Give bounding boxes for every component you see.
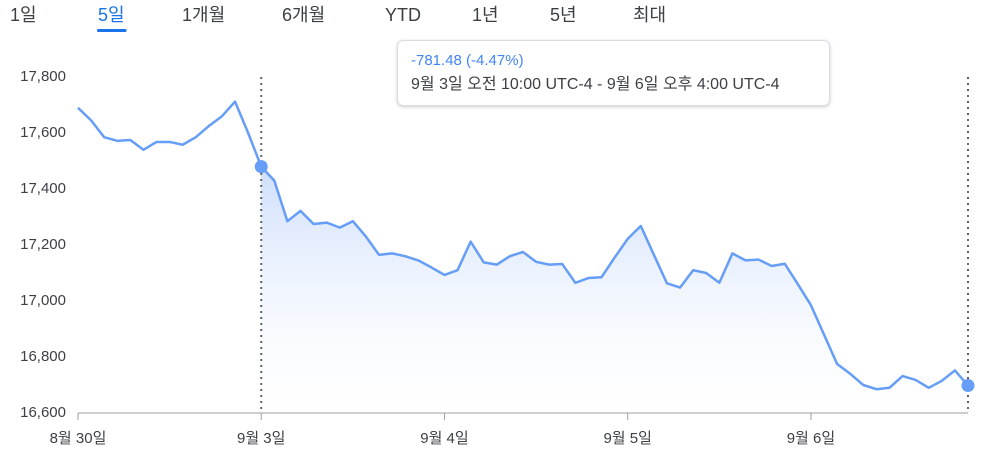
range-tab[interactable]: 1년 — [472, 5, 499, 25]
x-tick-label: 9월 3일 — [237, 430, 285, 447]
selection-point — [961, 379, 975, 393]
y-tick-label: 17,400 — [20, 180, 66, 197]
range-tab[interactable]: 6개월 — [282, 5, 325, 25]
tooltip-range: 9월 3일 오전 10:00 UTC-4 - 9월 6일 오후 4:00 UTC… — [411, 76, 780, 93]
price-line — [77, 100, 969, 391]
tab-underline — [97, 29, 127, 32]
y-tick-label: 17,600 — [20, 124, 66, 141]
y-tick-label: 17,800 — [20, 68, 66, 85]
tooltip: -781.48 (-4.47%) 9월 3일 오전 10:00 UTC-4 - … — [397, 40, 830, 106]
y-tick-label: 16,600 — [20, 404, 66, 421]
range-tab[interactable]: 1일 — [10, 5, 37, 25]
x-tick-label: 9월 5일 — [603, 430, 651, 447]
tooltip-change: -781.48 (-4.47%) — [411, 52, 524, 69]
range-tab[interactable]: 최대 — [633, 5, 666, 25]
selection-point — [254, 160, 268, 174]
x-tick-label: 9월 4일 — [420, 430, 468, 447]
range-tab[interactable]: 5년 — [550, 5, 577, 25]
range-tab[interactable]: YTD — [385, 5, 421, 25]
y-tick-label: 17,200 — [20, 236, 66, 253]
range-tab[interactable]: 5일 — [98, 5, 125, 25]
y-tick-label: 17,000 — [20, 292, 66, 309]
selection-area — [261, 166, 968, 413]
x-tick-label: 8월 30일 — [50, 430, 107, 447]
x-tick-label: 9월 6일 — [787, 430, 835, 447]
range-tab[interactable]: 1개월 — [182, 5, 225, 25]
y-tick-label: 16,800 — [20, 348, 66, 365]
